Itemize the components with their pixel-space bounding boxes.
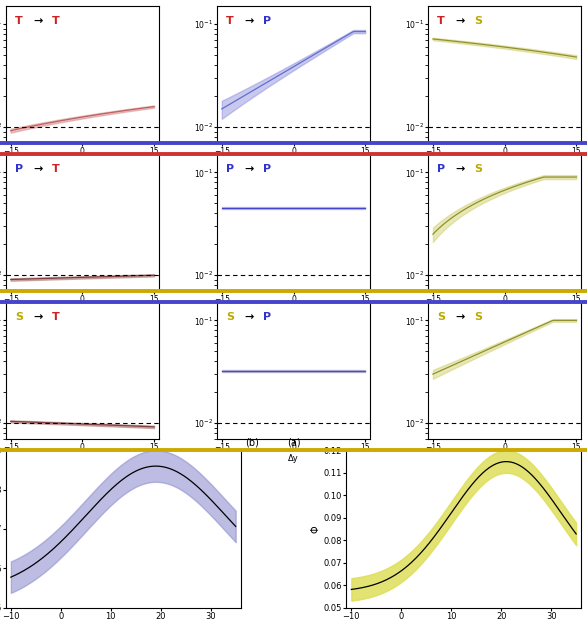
X-axis label: Δy: Δy: [77, 306, 87, 314]
Text: T: T: [437, 16, 445, 26]
Text: (b): (b): [245, 437, 259, 447]
Y-axis label: Φ: Φ: [311, 525, 321, 533]
X-axis label: Δy: Δy: [288, 157, 299, 166]
Text: T: T: [52, 16, 59, 26]
Text: →: →: [456, 16, 465, 26]
Text: →: →: [33, 164, 43, 174]
X-axis label: Δy: Δy: [77, 157, 87, 166]
Text: S: S: [474, 312, 482, 322]
X-axis label: Δy: Δy: [500, 454, 510, 463]
Text: (c): (c): [586, 437, 587, 447]
Text: →: →: [245, 312, 254, 322]
Text: →: →: [33, 312, 43, 322]
Text: →: →: [456, 164, 465, 174]
X-axis label: Δy: Δy: [500, 157, 510, 166]
X-axis label: Δy: Δy: [500, 306, 510, 314]
Text: →: →: [245, 16, 254, 26]
Text: →: →: [245, 164, 254, 174]
Text: P: P: [226, 164, 234, 174]
Text: (a): (a): [286, 437, 301, 447]
Text: P: P: [15, 164, 23, 174]
Text: P: P: [263, 16, 271, 26]
Text: S: S: [226, 312, 234, 322]
Text: P: P: [263, 312, 271, 322]
X-axis label: Δy: Δy: [77, 454, 87, 463]
Text: →: →: [456, 312, 465, 322]
Text: S: S: [474, 16, 482, 26]
Text: T: T: [52, 164, 59, 174]
Text: T: T: [15, 16, 23, 26]
Text: P: P: [437, 164, 446, 174]
X-axis label: Δy: Δy: [288, 454, 299, 463]
Text: S: S: [15, 312, 23, 322]
Text: S: S: [474, 164, 482, 174]
Text: T: T: [52, 312, 59, 322]
Text: →: →: [33, 16, 43, 26]
Text: P: P: [263, 164, 271, 174]
Text: T: T: [226, 16, 234, 26]
X-axis label: Δy: Δy: [288, 306, 299, 314]
Text: S: S: [437, 312, 446, 322]
